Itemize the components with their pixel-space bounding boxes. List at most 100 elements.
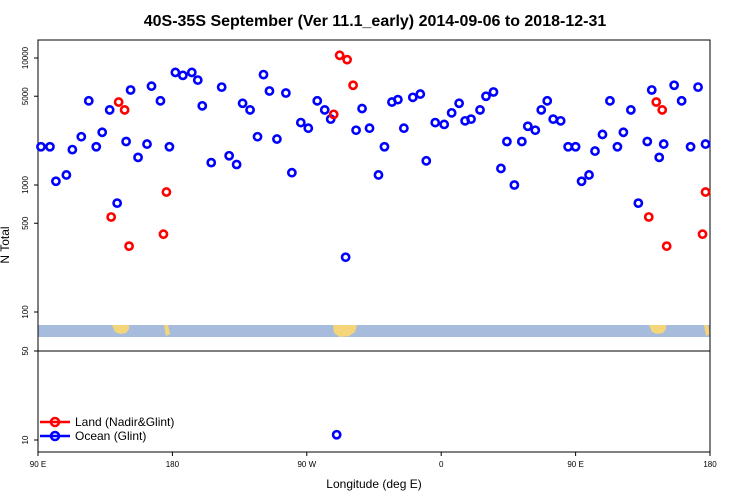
y-tick-label: 100	[21, 305, 30, 319]
ocean-point	[430, 117, 441, 128]
ocean-point	[693, 82, 703, 93]
ocean-point	[379, 141, 390, 152]
legend-label-land: Land (Nadir&Glint)	[75, 415, 174, 429]
land-point	[657, 105, 668, 115]
ocean-point	[555, 115, 566, 126]
x-tick-label: 90 E	[567, 460, 583, 469]
land-point	[643, 212, 654, 222]
y-axis-label: N Total	[0, 226, 12, 263]
ocean-point	[142, 139, 152, 149]
y-tick-label: 5000	[21, 87, 30, 105]
ocean-point	[155, 95, 166, 106]
legend-marker-ocean	[49, 430, 61, 442]
ocean-point	[231, 159, 242, 170]
ocean-point	[121, 136, 132, 147]
land-point	[158, 229, 169, 240]
legend-label-ocean: Ocean (Glint)	[75, 429, 146, 443]
lower-points	[331, 429, 342, 440]
ocean-point	[224, 150, 235, 161]
ocean-point	[475, 105, 485, 115]
ocean-point	[421, 155, 432, 166]
ocean-point	[605, 95, 615, 106]
x-tick-label: 90 E	[30, 460, 46, 469]
map-land	[112, 325, 710, 337]
ocean-point	[654, 152, 665, 163]
legend: Land (Nadir&Glint) Ocean (Glint)	[40, 415, 174, 443]
y-tick-label: 50	[21, 346, 30, 355]
ocean-point	[295, 117, 306, 128]
map-ocean-band	[38, 325, 710, 337]
map-land-australia-repeat	[649, 325, 666, 334]
upper-y-axis: 10000 5000 1000 500 100 50	[21, 46, 38, 355]
land-point	[697, 229, 708, 240]
x-tick-label: 180	[166, 460, 180, 469]
ocean-point	[357, 103, 367, 114]
ocean-point	[570, 141, 581, 152]
ocean-point	[67, 144, 78, 155]
legend-marker-land	[49, 416, 61, 428]
lower-panel: 10	[21, 350, 711, 453]
ocean-point	[407, 92, 418, 103]
ocean-point	[364, 123, 375, 134]
ocean-point	[312, 95, 323, 106]
ocean-point	[642, 136, 653, 147]
ocean-point	[186, 67, 197, 78]
ocean-point	[516, 136, 527, 147]
ocean-point	[331, 429, 342, 440]
map-land-australia	[112, 325, 129, 334]
ocean-point	[177, 70, 188, 81]
ocean-point	[61, 170, 72, 180]
x-tick-label: 90 W	[297, 460, 316, 469]
upper-points	[36, 50, 711, 263]
ocean-point	[669, 80, 680, 91]
ocean-point	[104, 105, 115, 115]
ocean-point	[351, 125, 361, 136]
x-tick-label: 180	[703, 460, 717, 469]
ocean-point	[146, 81, 157, 92]
ocean-point	[97, 127, 108, 138]
ocean-point	[91, 141, 102, 152]
ocean-point	[530, 125, 541, 136]
lower-y-axis: 10	[21, 435, 38, 444]
ocean-point	[625, 105, 636, 115]
legend-item-ocean: Ocean (Glint)	[40, 429, 146, 443]
upper-plot-frame	[37, 39, 711, 352]
land-point	[328, 109, 339, 120]
y-tick-label: 1000	[21, 176, 30, 194]
ocean-point	[170, 67, 181, 78]
ocean-point	[481, 91, 491, 102]
ocean-point	[646, 85, 657, 95]
ocean-point	[597, 129, 608, 140]
ocean-point	[685, 141, 696, 152]
land-point	[661, 241, 672, 252]
ocean-point	[264, 86, 275, 96]
ocean-point	[319, 105, 330, 115]
ocean-point	[76, 131, 87, 142]
land-point	[161, 187, 172, 197]
ocean-point	[439, 119, 450, 130]
ocean-point	[522, 121, 533, 132]
ocean-point	[258, 69, 269, 80]
ocean-point	[398, 123, 409, 134]
ocean-point	[216, 82, 227, 93]
land-point	[113, 97, 124, 107]
upper-panel: 10000 5000 1000 500 100 50	[21, 39, 711, 355]
ocean-point	[303, 123, 314, 134]
ocean-point	[83, 95, 94, 106]
ocean-point	[36, 141, 46, 152]
ocean-point	[415, 89, 426, 99]
ocean-point	[446, 107, 457, 118]
ocean-point	[466, 114, 476, 125]
land-point	[334, 50, 345, 61]
ocean-point	[237, 98, 248, 109]
ocean-point	[584, 170, 594, 180]
legend-item-land: Land (Nadir&Glint)	[40, 415, 174, 429]
ocean-point	[373, 170, 384, 180]
ocean-point	[454, 98, 465, 109]
ocean-point	[206, 157, 217, 168]
land-point	[700, 187, 711, 197]
ocean-point	[392, 94, 403, 105]
x-axis-label: Longitude (deg E)	[326, 477, 421, 491]
land-point	[651, 97, 662, 107]
